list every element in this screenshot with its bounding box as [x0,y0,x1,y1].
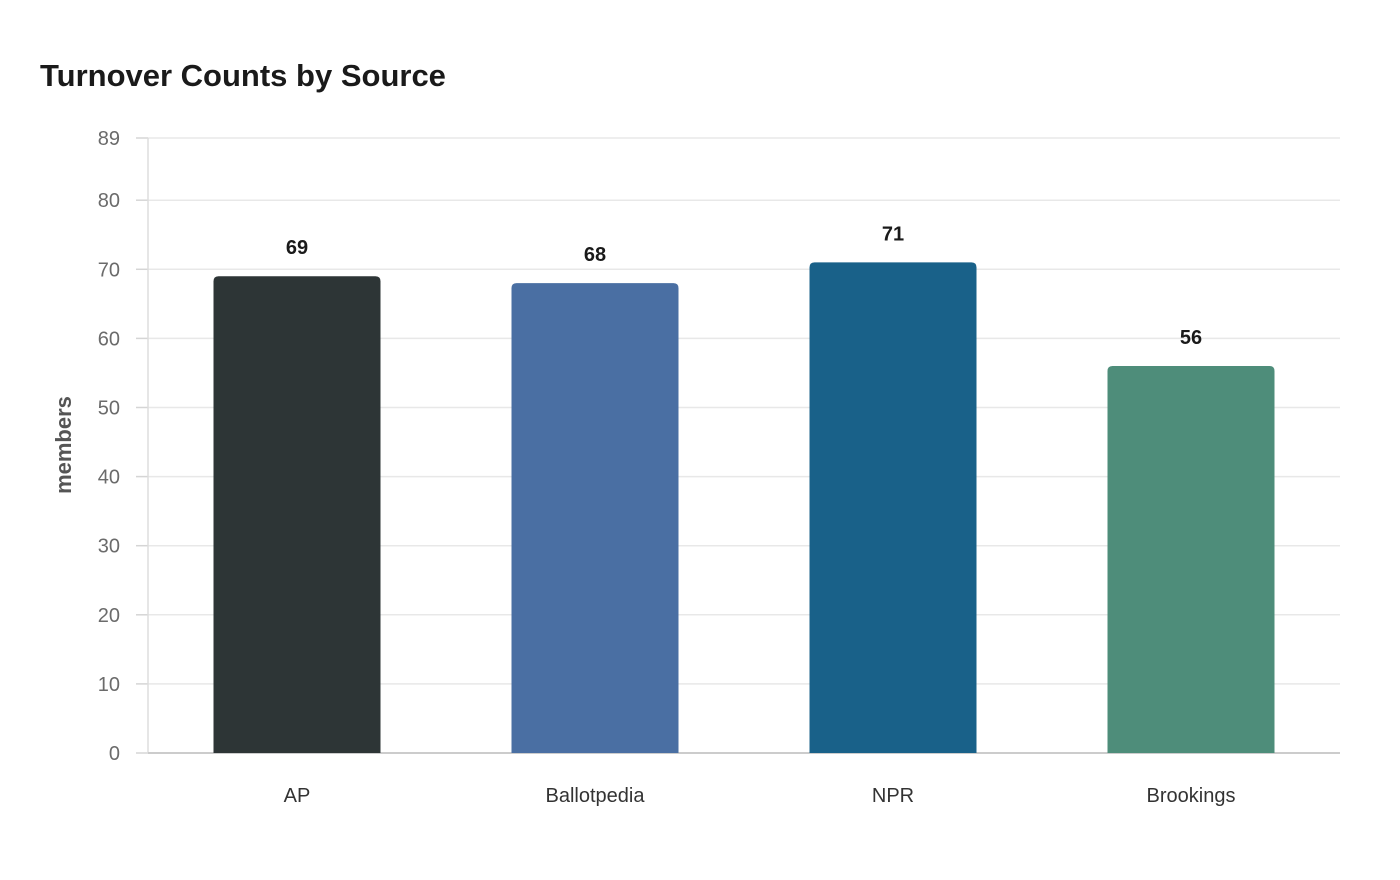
y-tick-label: 30 [98,536,120,558]
x-tick-label: NPR [872,785,914,807]
x-tick-label: AP [284,785,311,807]
y-tick-label: 10 [98,674,120,696]
chart-title: Turnover Counts by Source [40,58,446,93]
y-tick-label: 70 [98,259,120,281]
y-tick-labels: 0 10 20 30 40 50 60 70 80 89 [98,128,120,765]
y-tick-label: 60 [98,328,120,350]
y-tick-label: 20 [98,605,120,627]
data-label: 71 [882,223,904,245]
bars [213,262,1275,753]
y-tick-label: 0 [109,743,120,765]
x-tick-labels: AP Ballotpedia NPR Brookings [284,785,1236,807]
bar-brookings [1107,366,1275,753]
bar-ap [213,276,381,753]
bar-npr [809,262,977,753]
x-tick-label: Brookings [1147,785,1236,807]
data-label: 69 [286,237,308,259]
y-tick-label: 40 [98,467,120,489]
y-tick-label: 80 [98,190,120,212]
y-tick-label: 89 [98,128,120,150]
y-axis-label: members [51,396,76,494]
y-tick-label: 50 [98,397,120,419]
data-label: 68 [584,244,606,266]
bar-ballotpedia [511,283,679,753]
data-labels: 69 68 71 56 [286,223,1202,349]
x-tick-label: Ballotpedia [546,785,646,807]
data-label: 56 [1180,327,1202,349]
